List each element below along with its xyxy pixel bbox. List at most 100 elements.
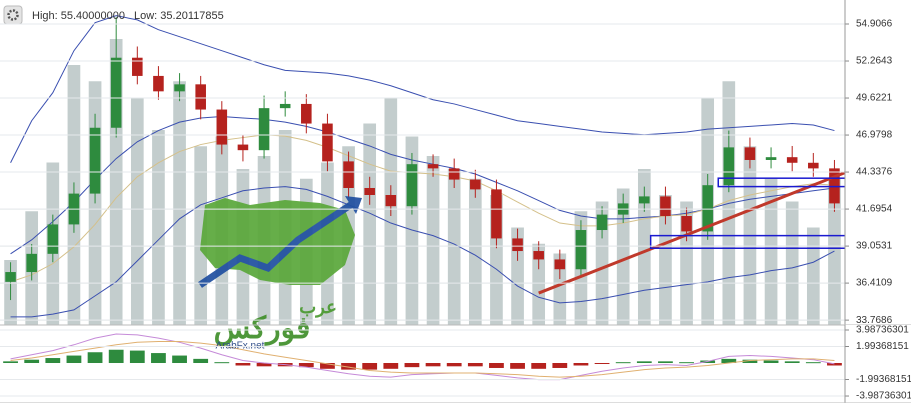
indicator-line bbox=[10, 15, 835, 164]
macd-bar bbox=[151, 353, 166, 364]
candle-body bbox=[744, 147, 756, 160]
candle-body bbox=[786, 157, 798, 163]
volume-bar bbox=[553, 253, 567, 325]
axis-background bbox=[845, 325, 911, 403]
candle-body bbox=[26, 253, 37, 273]
axis-background bbox=[845, 0, 911, 325]
logo-arabic-top: عرب bbox=[299, 297, 337, 318]
logo: عرب فوركس ArabFx.net bbox=[198, 196, 362, 352]
settings-button[interactable] bbox=[3, 5, 23, 25]
macd-bar bbox=[489, 363, 504, 368]
volume-bar bbox=[511, 227, 524, 325]
candle-body bbox=[491, 189, 502, 239]
volume-bar bbox=[363, 123, 377, 325]
macd-bar bbox=[531, 363, 547, 369]
indicator-line bbox=[10, 116, 835, 255]
macd-bar bbox=[129, 350, 145, 364]
macd-bar bbox=[87, 352, 103, 364]
candle-body bbox=[702, 185, 713, 232]
volume-bar bbox=[447, 169, 461, 325]
volume-bar bbox=[659, 195, 672, 325]
candle-body bbox=[174, 84, 185, 92]
y-tick-label: -3.98736301 bbox=[856, 391, 911, 402]
candle-body bbox=[765, 157, 777, 160]
macd-bar bbox=[742, 359, 758, 364]
candle-body bbox=[364, 187, 375, 195]
volume-bar bbox=[828, 178, 841, 325]
macd-bar bbox=[3, 361, 18, 364]
y-tick-label: 1.99368151 bbox=[856, 341, 909, 352]
macd-bar bbox=[341, 363, 356, 370]
volume-bar bbox=[785, 201, 799, 325]
candle-body bbox=[470, 179, 481, 190]
macd-bar bbox=[214, 362, 230, 364]
macd-bar bbox=[362, 363, 378, 370]
candle-body bbox=[153, 75, 164, 92]
y-tick-label: 46.9798 bbox=[856, 130, 893, 141]
candle-body bbox=[343, 161, 354, 188]
candle-body bbox=[279, 103, 291, 109]
y-tick-label: 49.6221 bbox=[856, 93, 893, 104]
macd-bar bbox=[446, 363, 462, 367]
candle-body bbox=[596, 214, 608, 231]
macd-axis: 3.98736301 1.99368151 -1.99368151 -3.987363… bbox=[0, 325, 911, 403]
candle-body bbox=[448, 168, 460, 180]
macd-bar bbox=[721, 358, 737, 364]
candle-body bbox=[216, 109, 228, 145]
volume-bar bbox=[130, 97, 144, 325]
settings-icon bbox=[7, 9, 19, 21]
macd-bar bbox=[256, 363, 272, 367]
macd-bar bbox=[636, 361, 652, 364]
price-axis: 33.7686 36.4109 39.0531 41.6954 44.3376 46.97… bbox=[0, 0, 911, 326]
macd-bar bbox=[510, 363, 525, 369]
y-tick-label: 41.6954 bbox=[856, 204, 893, 215]
candle-body bbox=[195, 84, 206, 110]
candle-body bbox=[406, 164, 418, 207]
y-tick-label: 52.2643 bbox=[856, 56, 893, 67]
candle-body bbox=[322, 123, 333, 162]
candle-body bbox=[554, 259, 566, 270]
macd-bar bbox=[383, 363, 399, 369]
low-label: Low: 35.20117855 bbox=[134, 10, 224, 22]
indicator-line bbox=[10, 134, 835, 283]
macd-bar bbox=[320, 363, 335, 369]
volume-bar bbox=[173, 81, 186, 325]
macd-bar bbox=[298, 363, 314, 368]
candle-body bbox=[533, 251, 544, 260]
y-tick-label: 44.3376 bbox=[856, 167, 893, 178]
candle-body bbox=[258, 108, 270, 151]
y-tick-label: 36.4109 bbox=[856, 278, 893, 289]
candle-body bbox=[132, 57, 143, 76]
indicator-line bbox=[10, 340, 835, 378]
macd-bar bbox=[467, 363, 483, 367]
trendline bbox=[538, 171, 846, 295]
macd-bar bbox=[193, 358, 209, 364]
y-tick-label: -1.99368151 bbox=[856, 374, 911, 385]
macd-bar bbox=[827, 363, 842, 366]
y-tick-label: 39.0531 bbox=[856, 241, 893, 252]
candle-body bbox=[237, 144, 249, 151]
macd-bar bbox=[658, 361, 673, 364]
candle-body bbox=[512, 238, 523, 252]
y-tick-label: 33.7686 bbox=[856, 315, 893, 326]
volume-bar bbox=[468, 178, 482, 325]
candle-body bbox=[660, 196, 671, 217]
candle-body bbox=[427, 164, 439, 169]
candle-body bbox=[5, 272, 16, 282]
macd-bar bbox=[24, 359, 40, 364]
logo-arrowhead bbox=[345, 196, 362, 214]
candle-body bbox=[47, 224, 59, 254]
macd-bar bbox=[679, 362, 694, 364]
macd-bar bbox=[573, 363, 589, 366]
macd-bar bbox=[552, 363, 568, 368]
y-tick-label: 3.98736301 bbox=[856, 325, 909, 336]
volume-bar bbox=[764, 178, 778, 325]
volume-bar bbox=[806, 227, 820, 325]
volume-bar bbox=[637, 169, 651, 325]
candle-body bbox=[301, 103, 312, 124]
candle-body bbox=[681, 216, 692, 232]
logo-arabic-main: فوركس bbox=[214, 312, 311, 346]
candle-body bbox=[639, 196, 650, 204]
volume-bar bbox=[426, 156, 440, 325]
